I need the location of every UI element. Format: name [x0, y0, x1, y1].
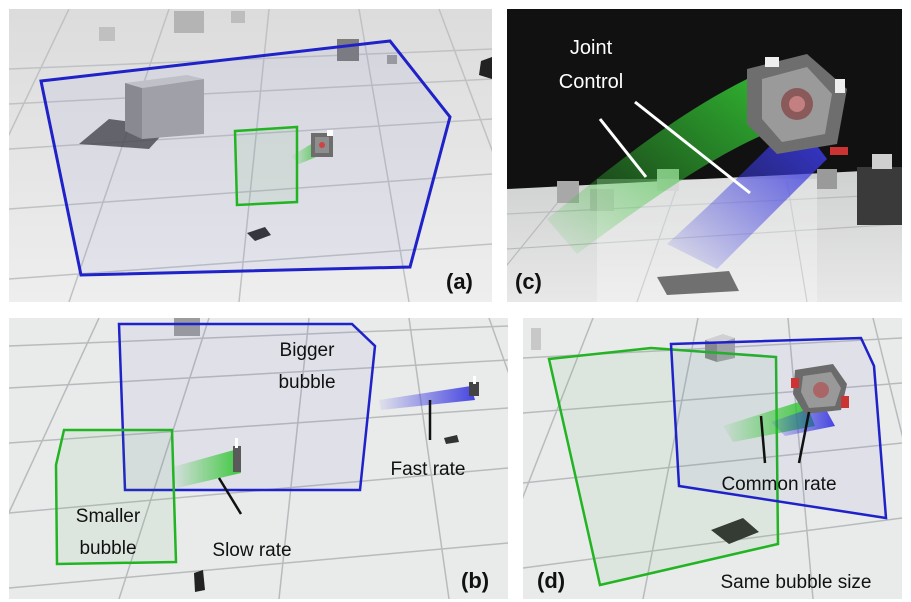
cube-side: [125, 83, 142, 139]
green-bubble: [54, 428, 178, 566]
panel-label: (a): [446, 269, 473, 294]
blue-bubble: [39, 39, 452, 277]
smaller-label: Smaller: [76, 506, 141, 527]
panel-d: Common rate Same bubble size (d): [523, 318, 902, 599]
panel-c: Joint Control (c): [507, 9, 902, 302]
blue-bubble: [117, 322, 377, 492]
shadow: [444, 435, 459, 444]
box: [817, 169, 837, 189]
box: [174, 318, 200, 336]
box: [174, 11, 204, 33]
control-label: Control: [559, 71, 623, 93]
panel-b: Bigger bubble Smaller bubble Slow rate F…: [9, 318, 508, 599]
pointer-line: [217, 477, 243, 515]
joint-label: Joint: [570, 37, 613, 59]
panel-label: (b): [461, 568, 489, 593]
floor: [523, 318, 902, 599]
panel-a-scene: (a): [9, 9, 492, 302]
box: [531, 328, 541, 350]
box-side: [705, 340, 717, 362]
pointer-line: [598, 118, 648, 178]
bigger-label: Bigger: [280, 340, 336, 361]
cube-front: [142, 79, 204, 139]
robot: [469, 376, 479, 396]
robot-shadow: [711, 518, 759, 544]
box: [557, 181, 579, 203]
box: [857, 167, 902, 225]
robot: [791, 364, 849, 414]
pointer-line: [797, 411, 811, 464]
blue-beam: [379, 386, 475, 410]
green-beam: [723, 400, 815, 442]
box: [387, 55, 397, 64]
robot-shadow: [247, 227, 271, 241]
pointer-line: [634, 100, 751, 195]
bigger-bubble-label: bubble: [278, 372, 335, 393]
box: [479, 57, 492, 79]
floor-grid: [9, 318, 508, 599]
blue-trail: [667, 119, 827, 269]
smaller-bubble-label: bubble: [79, 538, 136, 559]
robot: [747, 54, 848, 155]
green-bubble: [233, 125, 299, 207]
fast-rate-label: Fast rate: [391, 459, 466, 480]
green-beam: [169, 450, 241, 488]
robot: [311, 130, 333, 157]
cube-top: [125, 75, 204, 88]
robot: [233, 438, 241, 472]
panel-label: (d): [537, 568, 565, 593]
box-front: [717, 338, 735, 362]
floor-grid: [523, 318, 902, 599]
panel-b-scene: Bigger bubble Smaller bubble Slow rate F…: [9, 318, 508, 599]
box: [231, 11, 245, 23]
common-rate-label: Common rate: [721, 474, 836, 495]
green-trail: [547, 79, 765, 254]
robot-shadow: [657, 271, 739, 295]
panel-c-scene: Joint Control (c): [507, 9, 902, 302]
panel-label: (c): [515, 269, 542, 294]
pointer-line: [759, 415, 767, 464]
same-bubble-size-label: Same bubble size: [720, 572, 871, 593]
box: [872, 154, 892, 169]
panel-d-scene: Common rate Same bubble size (d): [523, 318, 902, 599]
box: [99, 27, 115, 41]
slow-rate-label: Slow rate: [212, 540, 291, 561]
green-bubble: [547, 346, 780, 587]
panel-a: (a): [9, 9, 492, 302]
shadow: [194, 570, 205, 592]
